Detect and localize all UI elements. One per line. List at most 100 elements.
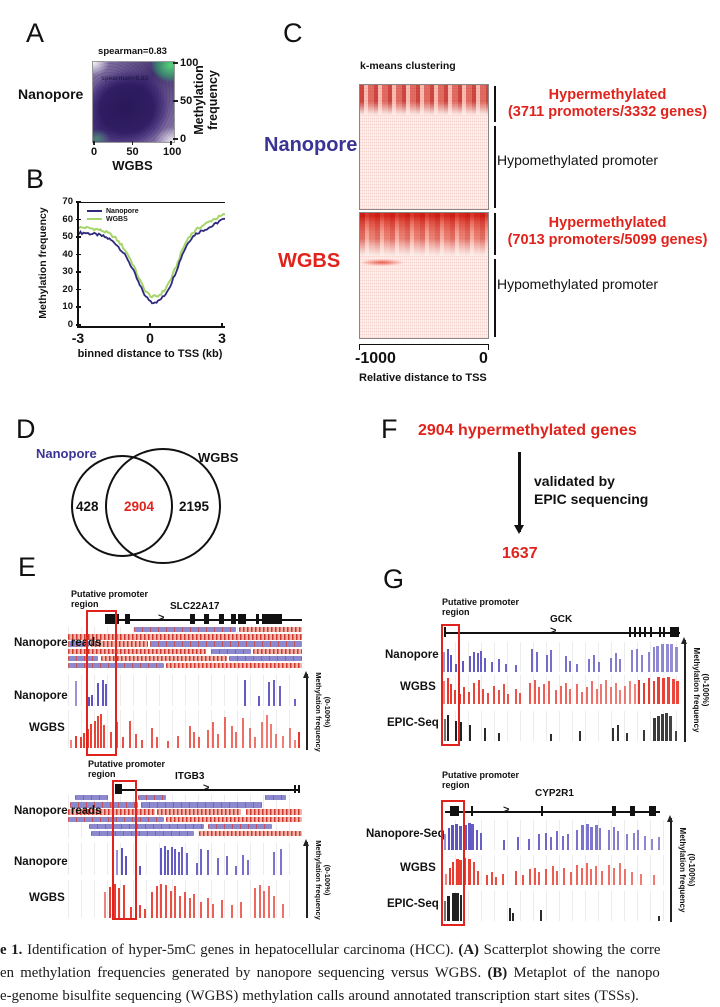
methylation-bar — [443, 651, 446, 672]
methylation-bar — [134, 733, 137, 748]
exon — [541, 806, 544, 816]
methylation-bar — [139, 905, 142, 918]
tick-label: 20 — [49, 284, 81, 296]
methylation-bar — [174, 886, 177, 918]
methylation-bar — [619, 863, 622, 885]
methylation-bar — [585, 687, 588, 704]
g1-wgbs-track — [442, 675, 680, 704]
g2-track3-label: EPIC-Seq — [387, 898, 439, 910]
flow-end-text: 1637 — [502, 545, 538, 562]
methylation-bar — [486, 875, 489, 885]
methylation-bar — [597, 662, 600, 672]
legend-swatch-nanopore — [87, 209, 102, 213]
methylation-bar — [501, 873, 504, 885]
methylation-bar — [279, 848, 282, 875]
methylation-bar — [120, 847, 123, 875]
methylation-bar — [448, 867, 451, 885]
methylation-bar — [211, 903, 214, 918]
methylation-bar — [507, 694, 510, 704]
methylation-bar — [97, 682, 100, 706]
exon — [633, 627, 636, 637]
methylation-bar — [160, 847, 163, 875]
methylation-bar — [495, 876, 498, 885]
methylation-bar — [183, 892, 186, 918]
figure-caption: e 1. Identification of hyper-5mC genes i… — [0, 939, 720, 1007]
methylation-bar — [599, 828, 602, 850]
methylation-bar — [605, 679, 608, 704]
methylation-bar — [293, 739, 296, 748]
flow-down-arrow — [514, 452, 523, 534]
exon — [629, 806, 636, 816]
nanopore-read — [264, 795, 286, 801]
e1-promoter-label: Putative promoter region — [71, 589, 149, 609]
e1-track3-label: WGBS — [29, 722, 65, 734]
nanopore-read — [68, 809, 155, 815]
methylation-bar — [595, 688, 598, 704]
methylation-bar — [531, 648, 534, 672]
methylation-bar — [576, 684, 579, 704]
methylation-bar — [515, 870, 518, 885]
methylation-bar — [585, 823, 589, 850]
e2-gene-exons — [68, 782, 302, 796]
methylation-bar — [445, 873, 448, 885]
nanopore-read — [229, 655, 302, 662]
methylation-bar — [594, 824, 598, 850]
methylation-bar — [455, 720, 458, 741]
methylation-bar — [652, 681, 655, 704]
hypermethylated-label-2: Hypermethylated (7013 promoters/5099 gene… — [507, 215, 708, 248]
methylation-bar — [239, 901, 242, 918]
e1-axis-arrow — [303, 671, 309, 750]
methylation-bar — [200, 902, 203, 918]
methylation-bar — [576, 829, 579, 850]
methylation-bar — [170, 846, 173, 875]
methylation-bar — [550, 734, 553, 741]
methylation-bar — [664, 712, 668, 741]
read-row — [68, 641, 302, 647]
methylation-bar — [118, 888, 121, 918]
g1-axis-label: (0-100%) Methylation frequency — [692, 647, 710, 733]
methylation-bar — [130, 907, 132, 918]
methylation-bar — [113, 883, 116, 918]
methylation-bar — [490, 662, 493, 672]
caption-text: e 1. — [0, 942, 23, 958]
panel-b-x-ticks: -3 0 3 — [67, 323, 233, 346]
methylation-bar — [665, 643, 669, 672]
methylation-bar — [556, 831, 559, 850]
methylation-bar — [101, 679, 104, 706]
methylation-bar — [289, 728, 292, 748]
methylation-bar — [497, 732, 500, 741]
tick-label: 100 — [163, 141, 182, 158]
methylation-bar — [547, 681, 550, 704]
tick-label: 50 — [172, 96, 198, 107]
methylation-bar — [512, 912, 515, 921]
nanopore-read — [238, 627, 302, 633]
methylation-bar — [104, 892, 107, 918]
g2-promoter-label: Putative promoter region — [442, 770, 520, 790]
methylation-bar — [519, 692, 522, 704]
tick-label: 0 — [139, 323, 161, 346]
panel-a-x-axis-label: WGBS — [112, 158, 153, 173]
tick-label: 100 — [172, 57, 199, 69]
methylation-bar — [638, 679, 641, 704]
methylation-bar — [160, 883, 163, 918]
methylation-bar — [91, 694, 94, 706]
methylation-bar — [122, 885, 125, 918]
methylation-bar — [243, 679, 246, 706]
g2-nanopore-track — [442, 820, 668, 850]
methylation-bar — [443, 900, 446, 921]
methylation-bar — [626, 732, 629, 741]
methylation-bar — [447, 828, 450, 850]
methylation-bar — [258, 885, 261, 918]
methylation-bar — [475, 829, 478, 850]
methylation-bar — [298, 732, 301, 748]
caption-text: (A) — [458, 942, 479, 958]
panel-c-x-axis-label: Relative distance to TSS — [359, 372, 487, 384]
g2-axis-arrow — [667, 815, 673, 922]
methylation-bar — [540, 909, 543, 921]
nanopore-read — [166, 816, 302, 822]
methylation-bar — [588, 659, 591, 672]
g2-track2-label: WGBS — [400, 862, 436, 874]
read-row — [68, 795, 302, 801]
methylation-bar — [463, 687, 466, 704]
methylation-bar — [268, 886, 271, 918]
